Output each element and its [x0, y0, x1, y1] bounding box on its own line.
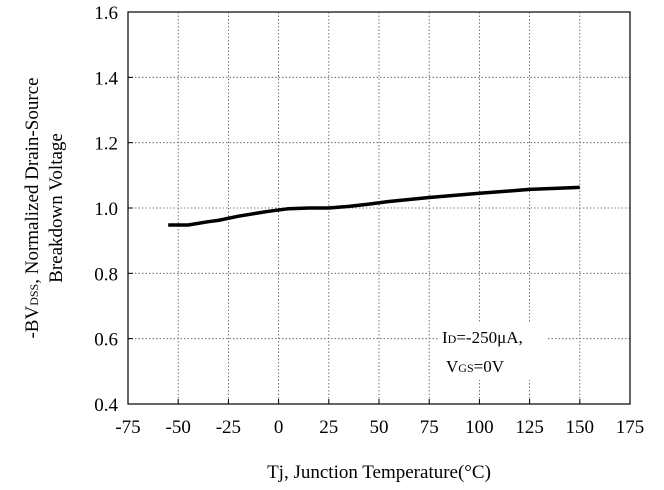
annotation-line-1-sub: D — [448, 332, 457, 346]
x-axis-ticks: -75 -50 -25 0 25 50 75 100 125 150 175 — [115, 399, 644, 438]
y-axis-title-line-1: -BVDSS, Normalized Drain-Source — [22, 77, 43, 338]
annotation-line-2-prefix: V — [446, 357, 459, 376]
y-axis-title: -BVDSS, Normalized Drain-Source Breakdow… — [22, 77, 67, 338]
y-tick-label: 1.6 — [94, 3, 118, 24]
y-axis-title-suffix: , Normalized Drain-Source — [22, 77, 43, 283]
y-axis-title-sub: DSS — [27, 284, 41, 306]
x-tick-label: 0 — [274, 417, 284, 438]
y-axis-ticks: 0.4 0.6 0.8 1.0 1.2 1.4 1.6 — [94, 3, 133, 416]
annotation-line-2-suffix: =0V — [474, 357, 505, 376]
x-tick-label: 175 — [616, 417, 645, 438]
y-tick-label: 1.2 — [94, 134, 118, 155]
annotation-line-2-sub: GS — [458, 361, 473, 375]
annotation-line-1: ID=-250μA, — [442, 328, 523, 347]
x-tick-label: -75 — [115, 417, 140, 438]
y-tick-label: 1.4 — [94, 68, 118, 89]
x-tick-label: 150 — [566, 417, 595, 438]
y-tick-label: 1.0 — [94, 199, 118, 220]
x-tick-label: -25 — [216, 417, 241, 438]
y-axis-title-prefix: -BV — [22, 306, 43, 339]
annotation-line-1-suffix: =-250μA, — [456, 328, 522, 347]
annotation-box — [438, 322, 548, 380]
x-tick-label: 25 — [319, 417, 338, 438]
x-tick-label: 75 — [420, 417, 439, 438]
x-tick-label: 100 — [465, 417, 494, 438]
annotation-line-1-prefix: I — [442, 328, 448, 347]
y-tick-label: 0.8 — [94, 264, 118, 285]
grid — [128, 12, 630, 404]
y-tick-label: 0.4 — [94, 395, 118, 416]
x-axis-title: Tj, Junction Temperature(°C) — [267, 462, 491, 483]
annotation-line-2: VGS=0V — [446, 357, 505, 376]
y-tick-label: 0.6 — [94, 330, 118, 351]
series-line — [168, 185, 580, 227]
x-tick-label: 50 — [370, 417, 389, 438]
y-axis-title-line-2: Breakdown Voltage — [46, 133, 67, 283]
x-tick-label: 125 — [515, 417, 544, 438]
x-tick-label: -50 — [166, 417, 191, 438]
series-layer — [168, 185, 580, 227]
